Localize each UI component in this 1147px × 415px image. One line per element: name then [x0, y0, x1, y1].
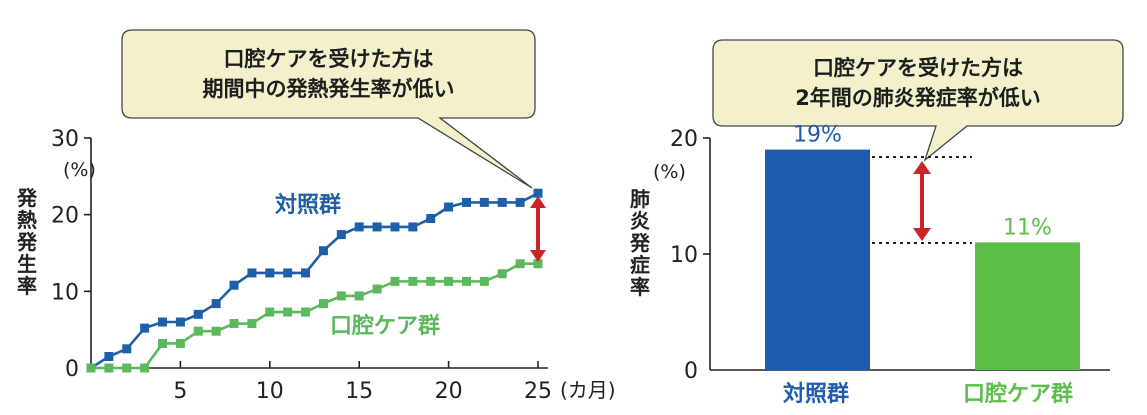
series-point [301, 268, 311, 278]
bar-chart-difference-arrow [913, 161, 931, 241]
series-point [461, 197, 471, 207]
series-point [229, 280, 239, 290]
bar-chart-callout-line-2: 2年間の肺炎発症率が低い [795, 86, 1041, 110]
series-point [408, 222, 418, 232]
line-chart-callout-bubble [121, 29, 536, 189]
series-point [444, 202, 454, 212]
series-point [497, 197, 507, 207]
series-point [354, 222, 364, 232]
series-point [372, 284, 382, 294]
series-point [515, 197, 525, 207]
line-chart-y-tick-label: 20 [51, 204, 79, 229]
line-chart-x-unit: (カ月) [560, 378, 616, 402]
bar-chart-y-unit: (%) [653, 161, 686, 183]
line-chart-y-unit: (%) [63, 159, 96, 181]
bar-chart-callout-line-1: 口腔ケアを受けた方は [813, 56, 1023, 80]
bar-data-label: 11% [1003, 215, 1052, 240]
line-chart-y-tick-label: 30 [51, 127, 79, 152]
series-point [354, 291, 364, 301]
series-point [318, 299, 328, 309]
bar-category-label: 対照群 [783, 381, 849, 407]
series-point [140, 323, 150, 333]
bar-chart-y-label: 肺炎発症率 [630, 187, 650, 299]
series-point [265, 307, 275, 317]
bar-oral-care [975, 242, 1080, 370]
series-point [104, 352, 114, 361]
bar-chart-y-tick-label: 0 [684, 359, 698, 384]
series-point [193, 309, 203, 319]
series-point [479, 197, 489, 207]
bar-control [765, 149, 870, 370]
line-chart-x-tick-label: 15 [345, 379, 373, 404]
bar-chart-callout-bubble [712, 39, 1124, 162]
line-chart-callout-line-1: 口腔ケアを受けた方は [223, 47, 434, 71]
bar-data-label: 19% [793, 123, 842, 148]
bar-chart-y-tick-label: 10 [670, 243, 698, 268]
series-point [283, 268, 293, 278]
series-point [211, 326, 221, 336]
bar-chart-callout-text: 口腔ケアを受けた方は 2年間の肺炎発症率が低い [713, 53, 1123, 113]
series-point [426, 276, 436, 286]
series-point [247, 268, 257, 278]
series-point [408, 276, 418, 286]
series-label: 口腔ケア群 [330, 313, 440, 339]
series-point [497, 269, 507, 279]
series-point [479, 276, 489, 286]
line-chart-x-tick-label: 10 [256, 379, 284, 404]
series-point [175, 317, 185, 327]
bar-category-label: 口腔ケア群 [963, 381, 1073, 407]
series-point [283, 307, 293, 317]
line-chart-difference-arrow [530, 196, 546, 262]
series-point [336, 230, 346, 240]
series-point [229, 319, 239, 329]
series-label: 対照群 [275, 192, 341, 218]
line-chart-x-tick-label: 5 [173, 379, 187, 404]
series-point [444, 276, 454, 286]
series-point [193, 326, 203, 336]
series-point [140, 363, 150, 373]
line-chart-y-label: 発熱発生率 [17, 186, 37, 298]
series-point [533, 188, 543, 198]
series-point [122, 344, 132, 354]
line-chart-callout-line-2: 期間中の発熱発生率が低い [202, 77, 455, 101]
series-point [211, 299, 221, 309]
series-point [390, 276, 400, 286]
series-point [515, 259, 525, 269]
series-point [86, 363, 96, 373]
series-point [461, 276, 471, 286]
series-point [533, 259, 543, 269]
series-point [158, 338, 168, 348]
series-point [158, 317, 168, 327]
series-point [247, 319, 257, 329]
line-chart-y-tick-label: 0 [65, 357, 79, 382]
series-point [390, 222, 400, 232]
line-chart-callout-text: 口腔ケアを受けた方は 期間中の発熱発生率が低い [122, 44, 535, 104]
series-point [301, 307, 311, 317]
series-point [104, 363, 114, 373]
series-point [265, 268, 275, 278]
series-point [175, 338, 185, 348]
line-chart-x-tick-label: 20 [435, 379, 463, 404]
series-point [336, 291, 346, 301]
line-chart-x-tick-label: 25 [524, 379, 552, 404]
series-point [318, 246, 328, 256]
series-point [122, 363, 132, 373]
bar-chart-y-tick-label: 20 [670, 127, 698, 152]
series-point [372, 222, 382, 232]
series-point [426, 214, 436, 223]
line-chart-y-tick-label: 10 [51, 280, 79, 305]
